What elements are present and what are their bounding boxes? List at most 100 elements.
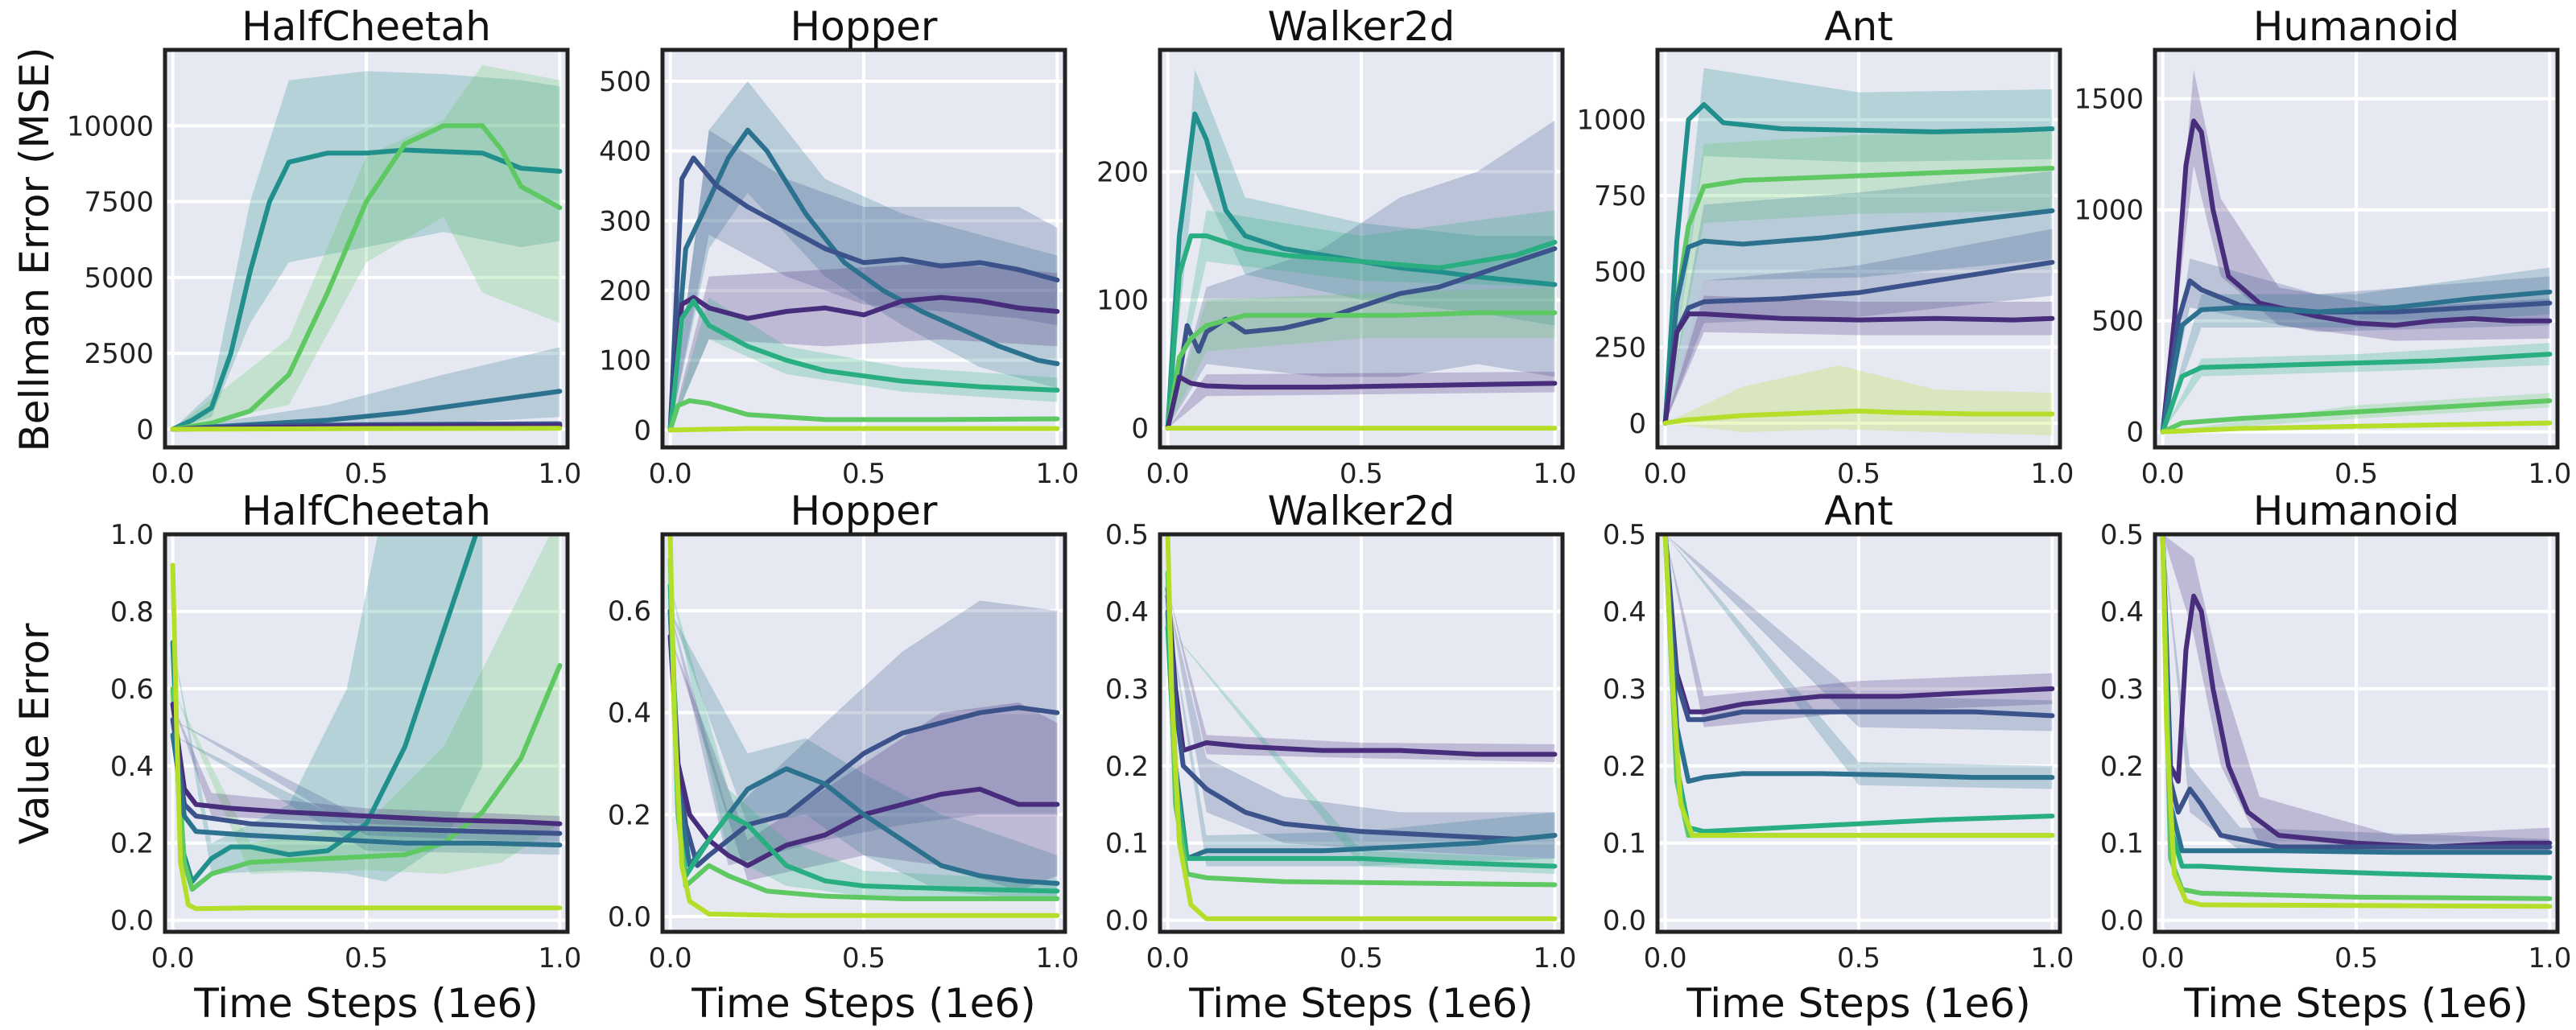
series-line xyxy=(2160,534,2553,909)
row-ylabel-value: Value Error xyxy=(11,623,58,845)
chart-title: Ant xyxy=(1824,3,1893,50)
series-band xyxy=(172,704,560,832)
y-tick-label: 7500 xyxy=(84,187,154,219)
series-line xyxy=(667,633,1060,868)
x-axis-label: Time Steps (1e6) xyxy=(193,980,538,1027)
x-tick-label: 0.0 xyxy=(2141,942,2185,974)
y-tick-label: 0.5 xyxy=(1603,519,1646,551)
series-line xyxy=(1165,246,1558,431)
y-tick-label: 1500 xyxy=(2074,84,2144,116)
series-line xyxy=(1662,534,2055,723)
x-tick-label: 0.0 xyxy=(151,942,195,974)
x-tick-label: 0.5 xyxy=(1340,458,1383,490)
series-line xyxy=(170,562,563,912)
series-line xyxy=(1662,208,2055,426)
series-line xyxy=(667,534,1060,918)
x-tick-label: 0.5 xyxy=(842,942,886,974)
y-tick-label: 200 xyxy=(1096,156,1149,188)
y-tick-label: 0.4 xyxy=(110,751,154,783)
chart-panel: Hopper 0.0 0.5 1.0 0.0 0.2 0.4 0.6 Time Steps (1… xyxy=(608,488,1080,1027)
series-band xyxy=(670,130,1058,431)
series-band xyxy=(1665,534,2053,727)
series-line xyxy=(2160,352,2553,435)
chart-title: HalfCheetah xyxy=(242,3,491,50)
series-line xyxy=(170,147,563,432)
series-band xyxy=(1167,595,1555,859)
series-band xyxy=(1665,365,2053,435)
series-band xyxy=(1167,120,1555,429)
x-tick-label: 0.5 xyxy=(1837,458,1880,490)
series-line xyxy=(170,732,563,848)
y-tick-label: 0.4 xyxy=(608,698,651,730)
y-tick-label: 0 xyxy=(634,414,651,447)
series-line xyxy=(2160,398,2553,435)
y-tick-label: 0.0 xyxy=(1105,905,1149,937)
series-line xyxy=(667,299,1060,433)
chart-panel: Walker2d 0.0 0.5 1.0 0.0 0.1 0.2 0.3 0.4 0.5 Time … xyxy=(1105,488,1577,1027)
series-line xyxy=(667,398,1060,433)
x-tick-label: 0.0 xyxy=(1146,942,1190,974)
plot-area xyxy=(667,81,1060,433)
plot-frame xyxy=(163,532,570,934)
y-tick-label: 1000 xyxy=(1576,105,1646,137)
chart-title: Walker2d xyxy=(1268,3,1455,50)
chart-title: Humanoid xyxy=(2253,488,2460,534)
y-tick-label: 0.2 xyxy=(2100,751,2144,783)
series-band xyxy=(172,64,560,430)
y-tick-label: 0.1 xyxy=(2100,828,2144,860)
y-tick-label: 400 xyxy=(599,136,651,168)
x-tick-label: 0.5 xyxy=(2334,458,2378,490)
y-tick-label: 0.3 xyxy=(1603,674,1646,706)
series-band xyxy=(2162,69,2550,432)
y-tick-label: 0.2 xyxy=(1603,751,1646,783)
plot-area xyxy=(1165,534,1558,921)
chart-title: Hopper xyxy=(791,488,938,534)
series-line xyxy=(170,426,563,432)
x-tick-label: 1.0 xyxy=(1533,942,1576,974)
plot-frame xyxy=(660,532,1067,934)
chart-panel: Hopper 0.0 0.5 1.0 0 100 200 300 400 500 xyxy=(599,3,1079,490)
y-tick-label: 250 xyxy=(1594,332,1646,365)
y-tick-label: 0.4 xyxy=(1603,596,1646,628)
plot-area xyxy=(1165,68,1558,431)
y-tick-label: 0.0 xyxy=(608,901,651,933)
y-tick-label: 0.6 xyxy=(110,674,154,706)
y-tick-label: 100 xyxy=(1096,285,1149,317)
plot-area xyxy=(2160,69,2553,435)
y-tick-label: 0.4 xyxy=(2100,596,2144,628)
series-band xyxy=(670,297,1058,431)
series-band xyxy=(1665,171,2053,423)
plot-frame xyxy=(1655,532,2062,934)
plot-area xyxy=(1662,68,2055,435)
x-tick-label: 0.5 xyxy=(345,942,388,974)
x-tick-label: 0.5 xyxy=(842,458,886,490)
chart-panel: Humanoid 0.0 0.5 1.0 0.0 0.1 0.2 0.3 0.4 0.5 Time … xyxy=(2100,488,2572,1027)
chart-panel: Humanoid 0.0 0.5 1.0 0 500 1000 1500 xyxy=(2074,3,2571,490)
y-tick-label: 0.3 xyxy=(1105,674,1149,706)
x-tick-label: 1.0 xyxy=(538,458,581,490)
series-line xyxy=(1165,534,1558,921)
chart-title: Hopper xyxy=(791,3,938,50)
y-tick-label: 0.6 xyxy=(608,595,651,628)
series-line xyxy=(170,702,563,826)
plot-area xyxy=(2160,534,2553,909)
y-tick-label: 0 xyxy=(136,414,154,446)
series-band xyxy=(1665,68,2053,423)
series-band xyxy=(1167,68,1555,429)
series-line xyxy=(2160,534,2553,850)
x-tick-label: 0.0 xyxy=(1146,458,1190,490)
x-tick-label: 1.0 xyxy=(2030,458,2074,490)
chart-panel: Ant 0.0 0.5 1.0 0.0 0.1 0.2 0.3 0.4 0.5 Time Steps… xyxy=(1603,488,2074,1027)
chart-panel: Walker2d 0.0 0.5 1.0 0 100 200 xyxy=(1096,3,1576,490)
x-tick-label: 0.0 xyxy=(2141,458,2185,490)
series-line xyxy=(667,155,1060,433)
y-tick-label: 200 xyxy=(599,275,651,307)
x-tick-label: 1.0 xyxy=(1035,942,1079,974)
series-band xyxy=(172,347,560,430)
x-tick-label: 1.0 xyxy=(1035,458,1079,490)
y-tick-label: 0.4 xyxy=(1105,596,1149,628)
x-tick-label: 0.5 xyxy=(1340,942,1383,974)
